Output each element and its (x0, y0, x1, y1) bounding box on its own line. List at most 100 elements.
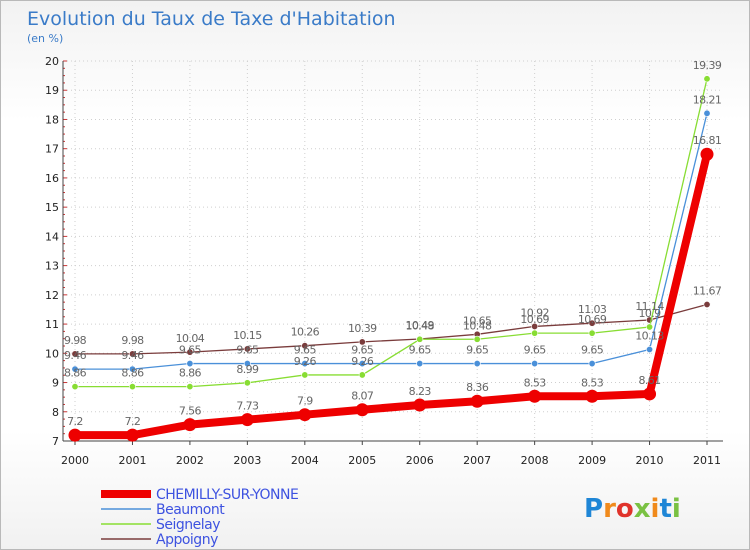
data-label: 8.07 (351, 390, 374, 403)
data-point (416, 335, 424, 343)
data-point (243, 360, 251, 368)
x-tick-label: 2008 (521, 454, 549, 467)
x-tick-label: 2009 (578, 454, 606, 467)
series-group (68, 75, 714, 442)
y-tick-label: 10 (45, 347, 59, 360)
data-label: 8.86 (64, 367, 87, 380)
y-tick-label: 20 (45, 55, 59, 68)
y-tick-label: 13 (45, 260, 59, 273)
logo-letter: o (616, 494, 634, 524)
data-point (186, 383, 194, 391)
legend: CHEMILLY-SUR-YONNEBeaumontSeignelayAppoi… (101, 487, 299, 548)
x-tick-label: 2002 (176, 454, 204, 467)
data-point (470, 394, 484, 408)
data-label: 7.2 (67, 415, 83, 428)
data-point (358, 360, 366, 368)
data-label: 10.65 (463, 314, 492, 327)
data-label: 9.65 (179, 344, 202, 357)
y-tick-label: 15 (45, 201, 59, 214)
data-label: 9.65 (524, 344, 547, 357)
logo-letter: r (603, 494, 616, 524)
data-labels: 7.2 7.2 7.56 7.73 7.9 8.07 8.23 8.36 8.53 8.53 8.6… (64, 59, 722, 428)
data-point (186, 348, 194, 356)
data-label: 9.46 (121, 349, 144, 362)
data-label: 11.03 (578, 303, 607, 316)
data-label: 7.73 (236, 400, 259, 413)
data-point (531, 329, 539, 337)
axes (62, 60, 723, 445)
data-point (71, 365, 79, 373)
data-label: 8.86 (179, 367, 202, 380)
data-label: 7.2 (125, 415, 141, 428)
logo-letter: i (672, 494, 681, 524)
data-label: 10.49 (405, 319, 434, 332)
data-label: 9.65 (466, 344, 489, 357)
data-label: 7.9 (297, 395, 313, 408)
data-label: 8.23 (409, 385, 432, 398)
y-tick-label: 12 (45, 289, 59, 302)
data-point (531, 360, 539, 368)
data-point (186, 360, 194, 368)
y-tick-label: 14 (45, 230, 59, 243)
data-label: 10.48 (405, 319, 434, 332)
data-label: 8.53 (581, 376, 604, 389)
data-point (703, 75, 711, 83)
data-label: 9.26 (294, 355, 317, 368)
data-label: 9.26 (351, 355, 374, 368)
x-tick-label: 2007 (463, 454, 491, 467)
data-label: 8.99 (236, 363, 259, 376)
series-line-chemilly-sur-yonne (75, 153, 711, 440)
data-point (71, 383, 79, 391)
legend-label: Appoigny (156, 532, 218, 548)
chart-subtitle: (en %) (27, 32, 63, 45)
data-point (473, 360, 481, 368)
data-label: 11.14 (635, 300, 664, 313)
data-point (413, 398, 427, 412)
x-tick-label: 2005 (348, 454, 376, 467)
proxiti-logo: Proxiti (584, 494, 681, 524)
data-label: 10.48 (463, 319, 492, 332)
data-point (71, 350, 79, 358)
legend-label: Seignelay (156, 517, 220, 533)
logo-letter: P (584, 494, 603, 524)
data-point (128, 350, 136, 358)
data-point (298, 408, 312, 422)
data-label: 10.9 (638, 307, 661, 320)
data-point (243, 345, 251, 353)
data-point (531, 322, 539, 330)
data-label: 10.15 (233, 329, 262, 342)
data-point (301, 342, 309, 350)
logo-letter: t (659, 494, 671, 524)
data-label: 8.53 (524, 376, 547, 389)
legend-label: Beaumont (156, 502, 225, 518)
data-label: 10.26 (291, 326, 320, 339)
x-tick-label: 2004 (291, 454, 319, 467)
data-label: 19.39 (693, 59, 722, 72)
data-point (473, 335, 481, 343)
y-tick-label: 18 (45, 113, 59, 126)
data-label: 10.69 (578, 313, 607, 326)
data-point (301, 371, 309, 379)
data-point (646, 323, 654, 331)
x-tick-label: 2000 (61, 454, 89, 467)
data-point (243, 379, 251, 387)
y-tick-label: 19 (45, 84, 59, 97)
data-point (128, 365, 136, 373)
y-axis-ticks: 7 8 9 10 11 12 13 14 15 16 17 18 19 20 (45, 55, 59, 448)
gridlines (63, 60, 723, 442)
data-label: 10.92 (520, 306, 549, 319)
series-line-appoigny (75, 303, 708, 355)
y-tick-label: 8 (52, 406, 59, 419)
data-label: 10.69 (520, 313, 549, 326)
data-point (646, 346, 654, 354)
chart-title: Evolution du Taux de Taxe d'Habitation (27, 8, 396, 30)
data-label: 9.65 (409, 344, 432, 357)
x-axis-ticks: 2000 2001 2002 2003 2004 2005 2006 2007 2008 2009… (61, 454, 721, 467)
y-tick-label: 9 (52, 377, 59, 390)
data-point (585, 389, 599, 403)
data-point (240, 413, 254, 427)
data-point (588, 329, 596, 337)
x-tick-label: 2011 (693, 454, 721, 467)
y-tick-label: 11 (45, 318, 59, 331)
